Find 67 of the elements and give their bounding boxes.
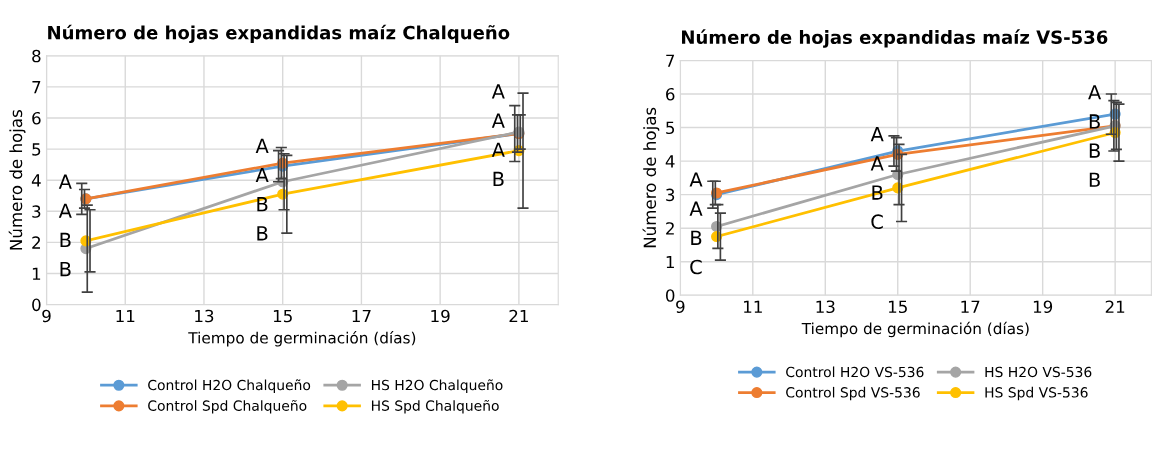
legend-label: HS H2O VS-536 <box>985 366 1092 378</box>
annotation: A <box>689 172 703 187</box>
annotation: B <box>1089 172 1100 187</box>
x-tick-label: 9 <box>42 309 51 323</box>
y-tick-label: 4 <box>665 155 675 168</box>
y-tick-label: 4 <box>31 174 41 187</box>
x-tick-label: 11 <box>116 309 135 323</box>
x-tick-label: 21 <box>1105 300 1125 313</box>
annotation: A <box>255 138 269 153</box>
y-tick-label: 6 <box>32 111 41 125</box>
x-tick-label: 13 <box>195 309 214 323</box>
legend-label: HS Spd VS-536 <box>985 386 1088 401</box>
annotation: A <box>870 127 884 142</box>
x-tick-label: 17 <box>961 300 980 313</box>
legend-label: Control H2O Chalqueño <box>148 379 311 393</box>
x-tick-label: 9 <box>676 300 685 314</box>
annotation: A <box>870 156 884 171</box>
annotation: A <box>491 84 505 99</box>
y-axis-title: Número de hojas <box>642 107 660 248</box>
chart-title: Número de hojas expandidas maíz Chalqueño <box>48 24 510 44</box>
legend-label: Control H2O VS-536 <box>786 366 924 378</box>
y-tick-label: 7 <box>666 54 675 67</box>
annotation: B <box>257 226 268 241</box>
y-tick-label: 1 <box>666 255 674 269</box>
y-tick-label: 3 <box>666 188 675 202</box>
x-tick-label: 19 <box>431 309 450 323</box>
x-tick-label: 19 <box>1033 300 1053 314</box>
x-tick-label: 15 <box>888 300 907 314</box>
y-tick-label: 3 <box>32 205 41 218</box>
y-tick-label: 5 <box>32 143 41 156</box>
annotation: B <box>1089 143 1100 158</box>
y-tick-label: 5 <box>666 121 675 135</box>
annotation: A <box>255 167 269 183</box>
y-tick-label: 1 <box>32 267 41 280</box>
y-tick-label: 8 <box>32 49 41 63</box>
annotation: C <box>690 259 702 275</box>
y-axis-title: Número de hojas <box>8 110 26 250</box>
annotation: A <box>689 201 703 216</box>
legend-label: HS Spd Chalqueño <box>371 399 499 414</box>
annotation: B <box>60 232 71 247</box>
y-tick-label: 2 <box>666 222 674 235</box>
annotation: B <box>691 230 702 245</box>
x-tick-label: 21 <box>509 309 528 323</box>
x-axis-title: Tiempo de germinación (días) <box>801 321 1029 338</box>
legend-label: Control Spd VS-536 <box>786 386 920 401</box>
x-axis-title: Tiempo de germinación (días) <box>188 331 416 347</box>
x-tick-label: 17 <box>352 309 371 323</box>
y-tick-label: 2 <box>32 236 40 249</box>
annotation: B <box>60 261 71 277</box>
legend-label: Control Spd Chalqueño <box>148 399 307 414</box>
y-tick-label: 0 <box>665 289 675 302</box>
annotation: A <box>58 203 72 218</box>
y-tick-label: 0 <box>32 298 41 312</box>
annotation: A <box>1088 85 1102 100</box>
legend-label: HS H2O Chalqueño <box>371 379 503 393</box>
chart-title: Número de hojas expandidas maíz VS-536 <box>682 29 1108 48</box>
annotation: B <box>257 197 268 212</box>
annotation: A <box>58 174 72 189</box>
y-tick-label: 7 <box>32 81 41 94</box>
x-tick-label: 15 <box>273 309 292 323</box>
annotation: C <box>871 214 883 230</box>
x-tick-label: 13 <box>816 300 835 314</box>
annotation: B <box>493 171 504 186</box>
y-tick-label: 6 <box>666 87 675 101</box>
annotation: B <box>1089 114 1100 129</box>
annotation: A <box>491 113 505 128</box>
x-tick-label: 11 <box>744 300 762 313</box>
